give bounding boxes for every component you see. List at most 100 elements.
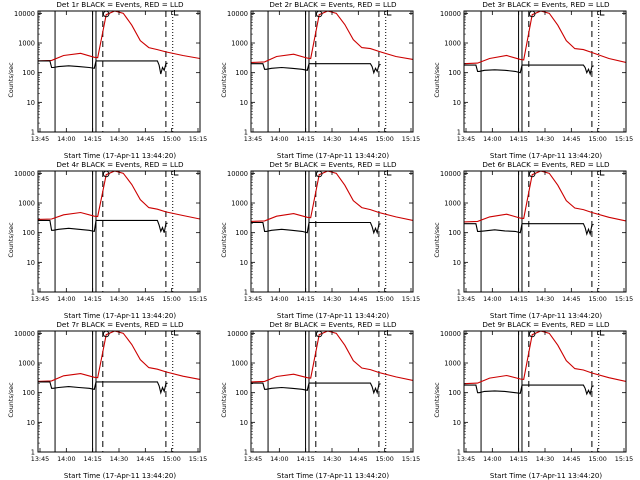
- x-tick-label: 15:15: [615, 455, 633, 463]
- y-axis-label: Counts/sec: [220, 62, 228, 98]
- x-tick-label: 14:00: [57, 295, 75, 303]
- y-tick-label: 10: [453, 259, 461, 267]
- y-tick-label: 1: [457, 129, 461, 137]
- chart-svg: 1 10 100 1000 10000 13:45 14:00 14:15 14:30 14:45…: [14, 10, 207, 143]
- x-tick-label: 15:00: [588, 135, 606, 143]
- y-tick-label: 1000: [231, 200, 248, 208]
- panel-title: Det 9r BLACK = Events, RED = LLD: [482, 320, 610, 329]
- y-axis-label: Counts/sec: [220, 382, 228, 418]
- y-tick-label: 10: [240, 99, 248, 107]
- x-tick-label: 13:45: [457, 295, 475, 303]
- x-tick-label: 14:15: [83, 455, 101, 463]
- panel-title: Det 1r BLACK = Events, RED = LLD: [56, 0, 184, 9]
- chart-panel-6: 1 10 100 1000 10000 13:45 14:00 14:15 14:30 14:45…: [426, 160, 639, 320]
- x-tick-label: 14:00: [57, 455, 75, 463]
- chart-panel-7: 1 10 100 1000 10000 13:45 14:00 14:15 14:30 14:45…: [0, 320, 213, 480]
- x-tick-label: 14:30: [110, 295, 128, 303]
- series-line-lld: [38, 171, 200, 220]
- y-axis-label: Counts/sec: [220, 222, 228, 258]
- y-tick-label: 10000: [227, 170, 248, 178]
- y-tick-label: 10: [240, 419, 248, 427]
- x-tick-label: 15:15: [402, 135, 420, 143]
- x-tick-label: 14:45: [136, 135, 154, 143]
- x-tick-label: 15:15: [615, 135, 633, 143]
- x-tick-label: 13:45: [31, 455, 49, 463]
- x-tick-label: 15:00: [375, 135, 393, 143]
- y-tick-label: 100: [22, 229, 35, 237]
- marker-hook: [386, 10, 392, 16]
- chart-panel-1: 1 10 100 1000 10000 13:45 14:00 14:15 14:30 14:45…: [0, 0, 213, 160]
- chart-panel-9: 1 10 100 1000 10000 13:45 14:00 14:15 14:30 14:45…: [426, 320, 639, 480]
- x-tick-label: 14:00: [483, 295, 501, 303]
- x-tick-label: 15:15: [402, 295, 420, 303]
- y-tick-label: 1: [31, 289, 35, 297]
- y-axis-label: Counts/sec: [7, 222, 15, 258]
- y-tick-label: 1: [244, 129, 248, 137]
- x-tick-label: 14:15: [296, 295, 314, 303]
- y-tick-label: 1000: [444, 200, 461, 208]
- y-tick-label: 1000: [231, 360, 248, 368]
- chart-svg: 1 10 100 1000 10000 13:45 14:00 14:15 14:30 14:45…: [440, 330, 633, 463]
- panel-title: Det 6r BLACK = Events, RED = LLD: [482, 160, 610, 169]
- chart-svg: 1 10 100 1000 10000 13:45 14:00 14:15 14:30 14:45…: [440, 10, 633, 143]
- y-tick-label: 1: [31, 129, 35, 137]
- x-tick-label: 13:45: [457, 455, 475, 463]
- plot-frame: [250, 330, 414, 453]
- x-tick-label: 13:45: [31, 135, 49, 143]
- x-tick-label: 15:00: [588, 295, 606, 303]
- x-tick-label: 15:00: [162, 135, 180, 143]
- y-tick-label: 10000: [227, 330, 248, 338]
- x-tick-label: 14:00: [57, 135, 75, 143]
- x-tick-label: 14:45: [349, 295, 367, 303]
- x-tick-label: 14:15: [509, 135, 527, 143]
- panel-title: Det 7r BLACK = Events, RED = LLD: [56, 320, 184, 329]
- marker-hook: [599, 170, 605, 176]
- x-tick-label: 15:00: [162, 455, 180, 463]
- x-tick-label: 14:15: [296, 455, 314, 463]
- series-line-events: [251, 63, 381, 75]
- x-tick-label: 14:00: [483, 455, 501, 463]
- x-tick-label: 14:30: [536, 455, 554, 463]
- y-tick-label: 1000: [18, 360, 35, 368]
- y-axis-label: Counts/sec: [7, 62, 15, 98]
- chart-svg: 1 10 100 1000 10000 13:45 14:00 14:15 14:30 14:45…: [227, 330, 420, 463]
- y-tick-label: 10000: [14, 10, 35, 18]
- chart-panel-2: 1 10 100 1000 10000 13:45 14:00 14:15 14:30 14:45…: [213, 0, 426, 160]
- plot-frame: [250, 10, 414, 133]
- x-tick-label: 14:30: [536, 135, 554, 143]
- marker-hook: [386, 170, 392, 176]
- y-tick-label: 1000: [18, 200, 35, 208]
- x-tick-label: 14:30: [323, 135, 341, 143]
- x-tick-label: 14:00: [270, 295, 288, 303]
- x-tick-label: 13:45: [244, 135, 262, 143]
- y-tick-label: 100: [448, 389, 461, 397]
- x-axis-label: Start Time (17-Apr-11 13:44:20): [276, 152, 390, 160]
- x-tick-label: 14:45: [136, 295, 154, 303]
- x-tick-label: 14:00: [270, 135, 288, 143]
- x-tick-label: 14:45: [562, 295, 580, 303]
- y-tick-label: 10000: [14, 170, 35, 178]
- y-tick-label: 10: [27, 259, 35, 267]
- series-line-events: [251, 382, 381, 395]
- chart-svg: 1 10 100 1000 10000 13:45 14:00 14:15 14:30 14:45…: [227, 10, 420, 143]
- series-line-lld: [251, 331, 413, 383]
- series-line-lld: [464, 171, 626, 223]
- y-tick-label: 10000: [440, 10, 461, 18]
- series-line-lld: [464, 331, 626, 385]
- y-axis-label: Counts/sec: [433, 222, 441, 258]
- chart-svg: 1 10 100 1000 10000 13:45 14:00 14:15 14:30 14:45…: [14, 330, 207, 463]
- series-line-events: [38, 60, 168, 75]
- x-tick-label: 14:15: [83, 295, 101, 303]
- y-tick-label: 100: [22, 389, 35, 397]
- x-tick-label: 13:45: [31, 295, 49, 303]
- y-axis-label: Counts/sec: [433, 62, 441, 98]
- x-tick-label: 14:30: [110, 135, 128, 143]
- x-tick-label: 15:00: [588, 455, 606, 463]
- panel-title: Det 4r BLACK = Events, RED = LLD: [56, 160, 184, 169]
- y-tick-label: 10000: [440, 330, 461, 338]
- plot-frame: [37, 330, 201, 453]
- x-tick-label: 13:45: [244, 295, 262, 303]
- x-tick-label: 13:45: [457, 135, 475, 143]
- y-tick-label: 100: [235, 389, 248, 397]
- y-tick-label: 10: [453, 99, 461, 107]
